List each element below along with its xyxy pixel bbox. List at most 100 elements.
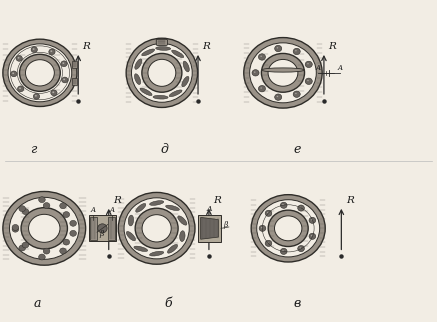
Ellipse shape bbox=[20, 54, 60, 91]
Text: A: A bbox=[109, 206, 114, 214]
Ellipse shape bbox=[60, 203, 66, 209]
Ellipse shape bbox=[295, 93, 297, 94]
Ellipse shape bbox=[261, 227, 263, 228]
Ellipse shape bbox=[250, 43, 316, 103]
Ellipse shape bbox=[134, 246, 148, 251]
Ellipse shape bbox=[265, 210, 272, 216]
Ellipse shape bbox=[260, 87, 262, 89]
Ellipse shape bbox=[33, 48, 35, 50]
Ellipse shape bbox=[19, 88, 21, 89]
Ellipse shape bbox=[22, 242, 29, 248]
Ellipse shape bbox=[63, 212, 69, 217]
Ellipse shape bbox=[19, 245, 25, 251]
Ellipse shape bbox=[275, 94, 282, 100]
Text: а: а bbox=[34, 297, 42, 310]
Ellipse shape bbox=[268, 60, 298, 86]
Ellipse shape bbox=[8, 44, 72, 102]
Ellipse shape bbox=[62, 77, 68, 83]
Text: R: R bbox=[202, 43, 210, 51]
Ellipse shape bbox=[52, 91, 54, 93]
Ellipse shape bbox=[298, 205, 305, 211]
Ellipse shape bbox=[311, 219, 312, 220]
Ellipse shape bbox=[142, 49, 155, 56]
Ellipse shape bbox=[12, 72, 14, 74]
Ellipse shape bbox=[281, 248, 287, 254]
Text: A: A bbox=[337, 64, 342, 72]
Text: б: б bbox=[165, 297, 172, 310]
Text: R: R bbox=[346, 196, 354, 205]
Ellipse shape bbox=[140, 88, 152, 96]
Ellipse shape bbox=[307, 63, 309, 64]
Ellipse shape bbox=[295, 50, 297, 52]
Text: R: R bbox=[83, 43, 90, 51]
Bar bbox=[90, 217, 97, 240]
Ellipse shape bbox=[63, 239, 69, 245]
Bar bbox=[72, 61, 77, 68]
Ellipse shape bbox=[275, 45, 282, 52]
Ellipse shape bbox=[31, 47, 38, 52]
FancyBboxPatch shape bbox=[156, 39, 167, 45]
Ellipse shape bbox=[98, 224, 107, 233]
Ellipse shape bbox=[10, 197, 79, 259]
Ellipse shape bbox=[305, 61, 312, 68]
Ellipse shape bbox=[142, 215, 171, 242]
Ellipse shape bbox=[28, 214, 60, 242]
Ellipse shape bbox=[25, 60, 54, 86]
Ellipse shape bbox=[293, 91, 300, 97]
Ellipse shape bbox=[305, 78, 312, 84]
Ellipse shape bbox=[153, 95, 168, 99]
Text: A: A bbox=[207, 205, 212, 213]
Polygon shape bbox=[201, 217, 218, 239]
Ellipse shape bbox=[182, 76, 189, 87]
Text: β: β bbox=[223, 221, 228, 229]
Ellipse shape bbox=[172, 50, 184, 58]
Ellipse shape bbox=[258, 86, 265, 92]
Bar bbox=[89, 215, 116, 241]
Ellipse shape bbox=[10, 71, 17, 77]
Ellipse shape bbox=[252, 70, 259, 76]
Ellipse shape bbox=[22, 209, 29, 214]
Text: β: β bbox=[99, 230, 104, 238]
Ellipse shape bbox=[268, 210, 308, 247]
Text: г: г bbox=[30, 143, 37, 156]
Ellipse shape bbox=[38, 197, 45, 203]
Ellipse shape bbox=[135, 74, 141, 84]
Ellipse shape bbox=[300, 207, 301, 208]
Ellipse shape bbox=[282, 250, 284, 251]
Ellipse shape bbox=[244, 38, 322, 108]
Ellipse shape bbox=[70, 220, 76, 226]
Bar bbox=[108, 217, 114, 240]
Ellipse shape bbox=[17, 86, 24, 92]
Ellipse shape bbox=[282, 204, 284, 205]
Ellipse shape bbox=[135, 59, 142, 69]
Ellipse shape bbox=[51, 90, 57, 96]
Ellipse shape bbox=[61, 61, 67, 67]
Text: R: R bbox=[328, 43, 336, 51]
Ellipse shape bbox=[298, 246, 305, 251]
Ellipse shape bbox=[70, 230, 76, 236]
Ellipse shape bbox=[128, 215, 134, 226]
Ellipse shape bbox=[300, 247, 301, 249]
Ellipse shape bbox=[33, 93, 40, 99]
Ellipse shape bbox=[3, 192, 86, 265]
Ellipse shape bbox=[311, 235, 312, 236]
Ellipse shape bbox=[265, 240, 272, 246]
Ellipse shape bbox=[166, 205, 180, 211]
Ellipse shape bbox=[309, 233, 316, 239]
Ellipse shape bbox=[261, 53, 305, 92]
Ellipse shape bbox=[142, 53, 182, 92]
Ellipse shape bbox=[257, 200, 320, 257]
Ellipse shape bbox=[17, 57, 20, 59]
Ellipse shape bbox=[21, 208, 67, 249]
Ellipse shape bbox=[254, 71, 256, 73]
Ellipse shape bbox=[277, 96, 278, 97]
Ellipse shape bbox=[136, 204, 146, 212]
Text: R: R bbox=[213, 196, 221, 205]
Ellipse shape bbox=[309, 217, 316, 223]
Ellipse shape bbox=[251, 195, 325, 262]
Ellipse shape bbox=[148, 59, 176, 86]
Ellipse shape bbox=[293, 48, 300, 55]
Ellipse shape bbox=[274, 216, 302, 241]
Ellipse shape bbox=[267, 212, 268, 213]
Ellipse shape bbox=[261, 68, 305, 72]
